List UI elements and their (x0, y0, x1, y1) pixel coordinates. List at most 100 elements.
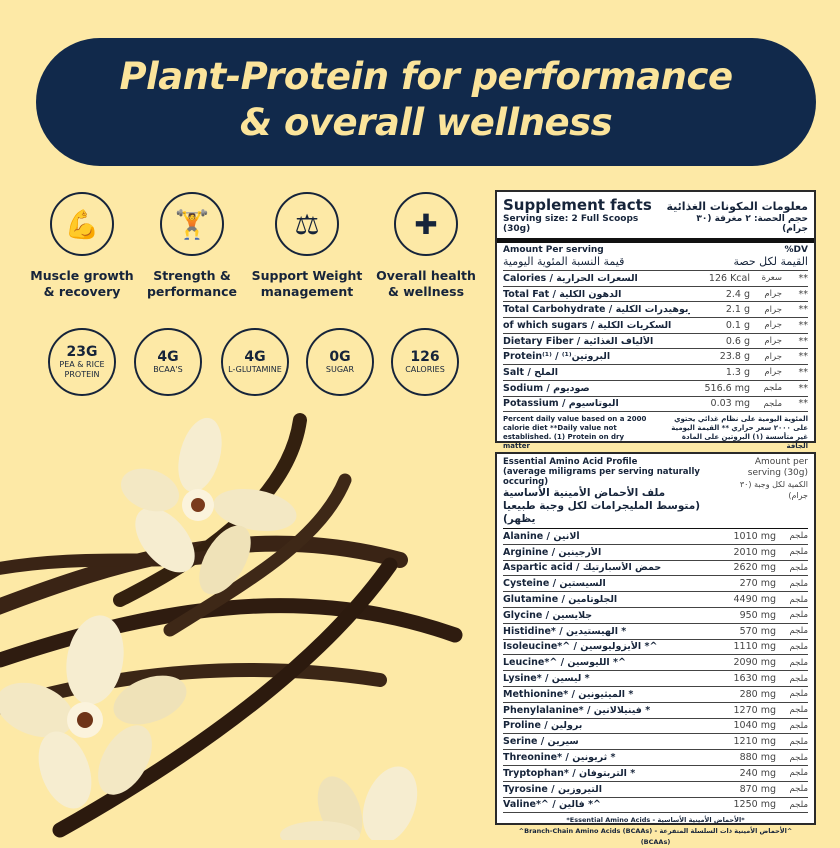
amino-unit-ar: ملجم (789, 641, 808, 652)
vanilla-flower (280, 766, 418, 840)
amino-unit-ar: ملجم (789, 562, 808, 573)
nutrient-unit-ar: جرام (764, 336, 782, 347)
amino-amount: 1040 mg (733, 720, 776, 732)
amino-amount: 570 mg (739, 625, 776, 637)
benefit-label-line: Overall health (376, 268, 476, 283)
supplement-facts-table: Supplement facts معلومات المكونات الغذائي… (495, 190, 816, 450)
nutrient-dv: ** (798, 304, 809, 316)
amino-row: Methionine* / الميثيونين * 280 mg ملجم (503, 687, 808, 703)
amino-name: Histidine* / الهيستيدين * (503, 625, 627, 637)
dumbbell-fist-icon: 🏋 (174, 207, 210, 241)
nutrient-amount: 1.3 g (725, 366, 750, 378)
stat-badge: 23G PEA & RICE PROTEIN (48, 328, 116, 396)
amino-row: Cysteine / السيستين 270 mg ملجم (503, 576, 808, 593)
amino-name: Tyrosine / التيروزين (503, 783, 602, 795)
dv-header-ar: قيمة النسبة المئوية اليومية (503, 255, 625, 268)
nutrient-amount: 2.1 g (725, 304, 750, 316)
nutrient-row: Total Carbohydrate / الكربوهيدرات الكلية… (503, 302, 809, 319)
dumbbell-fist-icon: 🏋 (160, 192, 224, 256)
nutrient-row: of which sugars / السكريات الكلية 0.1 g جر… (503, 318, 808, 334)
amino-name: Aspartic acid / حمض الأسبارتيك (503, 562, 662, 574)
amino-amount: 1630 mg (733, 673, 776, 685)
amino-unit-ar: ملجم (789, 657, 808, 668)
amino-row: Serine / سيرين 1210 mg ملجم (503, 734, 808, 751)
amino-amount: 1010 mg (733, 530, 776, 542)
amino-amount: 4490 mg (733, 594, 776, 606)
amino-amount: 2620 mg (733, 562, 776, 574)
nutrient-unit-ar: سعرة (761, 273, 782, 284)
amino-name: Phenylalanine* / فينيلالانين * (503, 704, 651, 716)
benefit-label-line: management (260, 284, 354, 299)
amount-per-serving: Amount Per serving (503, 245, 604, 255)
amino-amount: 950 mg (739, 609, 776, 621)
amino-amount: 1210 mg (733, 736, 776, 748)
serving-size-ar: حجم الحصة: ٢ مغرفة (٣٠ جرام) (696, 214, 808, 234)
amino-name: Glutamine / الجلوتامين (503, 594, 618, 606)
amino-unit-ar: ملجم (789, 720, 808, 731)
nutrient-row: Calories / السعرات الحرارية 126 Kcal سعرة *… (503, 271, 808, 287)
amino-amount: 270 mg (739, 578, 776, 590)
stat-value: 0G (329, 348, 351, 365)
amount-per-serving-ar: القيمة لكل حصة (733, 255, 808, 268)
amino-amount: 280 mg (739, 688, 776, 700)
nutrient-amount: 23.8 g (719, 351, 750, 363)
nutrient-dv: ** (798, 288, 809, 300)
nutrient-unit-ar: جرام (764, 351, 782, 362)
stat-badge: 4G BCAA'S (134, 328, 202, 396)
nutrient-dv: ** (798, 351, 809, 363)
amino-amount: 1270 mg (733, 704, 776, 716)
headline-line-1: Plant-Protein for performance (119, 55, 733, 98)
footnote-ar: المئوية اليومية على نظام غذائي يحتوي على… (671, 415, 808, 451)
benefit-label: Overall health & wellness (366, 268, 486, 300)
amino-name: Tryptophan* / التربتوفان * (503, 767, 636, 779)
stat-value: 23G (66, 343, 98, 360)
stat-value: 126 (410, 348, 440, 365)
stat-label: L-GLUTAMINE (228, 364, 282, 374)
amino-amount-header-ar: الكمية لكل وجبة (٣٠ جرام) (739, 480, 808, 500)
amino-unit-ar: ملجم (789, 784, 808, 795)
supplement-title-ar: معلومات المكونات الغذائية (666, 200, 808, 213)
stat-badge: 126 CALORIES (391, 328, 459, 396)
nutrient-unit-ar: جرام (764, 367, 782, 378)
nutrient-unit-ar: جرام (764, 289, 782, 300)
amino-acid-table: Essential Amino Acid Profile (average mi… (495, 452, 816, 846)
stat-label: SUGAR (325, 364, 355, 374)
nutrient-unit-ar: جرام (764, 304, 782, 315)
amino-name: Glycine / جلايسين (503, 609, 593, 621)
amino-name: Leucine*^ / الليوسين *^ (503, 657, 626, 669)
nutrient-dv: ** (798, 335, 809, 347)
amino-row: Arginine / الأرجينين 2010 mg ملجم (503, 545, 808, 561)
amino-amount: 1110 mg (733, 641, 776, 653)
nutrient-name: Calories / السعرات الحرارية (503, 272, 638, 284)
amino-amount: 2010 mg (733, 546, 776, 558)
amino-row: Phenylalanine* / فينيلالانين * 1270 mg ملج… (503, 703, 808, 719)
amino-amount: 870 mg (739, 783, 776, 795)
amino-unit-ar: ملجم (789, 531, 808, 542)
amino-unit-ar: ملجم (789, 594, 808, 605)
nutrient-amount: 2.4 g (725, 288, 750, 300)
nutrient-name: Dietary Fiber / الألياف الغذائية (503, 335, 654, 347)
headline-line-2: & overall wellness (239, 101, 613, 144)
amino-name: Threonine* / ثريونين * (503, 752, 616, 764)
nutrient-dv: ** (798, 272, 809, 284)
amino-row: Glutamine / الجلوتامين 4490 mg ملجم (503, 592, 808, 608)
nutrient-name: Potassium / البوتاسيوم (503, 398, 619, 410)
stat-value: 4G (244, 348, 266, 365)
nutrient-amount: 0.6 g (725, 335, 750, 347)
amino-footnote-essential: *Essential Amino Acids - الأحماض الأميني… (566, 816, 745, 825)
vanilla-pod (163, 473, 352, 637)
benefit-item: 💪 Muscle growth & recovery (22, 192, 142, 300)
benefit-item: ✚ Overall health & wellness (366, 192, 486, 300)
nutrient-amount: 516.6 mg (704, 382, 750, 394)
amino-amount-header: Amount per serving (30g) (747, 457, 808, 478)
amino-name: Arginine / الأرجينين (503, 546, 602, 558)
amino-name: Methionine* / الميثيونين * (503, 688, 634, 700)
benefit-label: Strength & performance (132, 268, 252, 300)
nutrient-dv: ** (798, 366, 809, 378)
amino-unit-ar: ملجم (789, 752, 808, 763)
amino-unit-ar: ملجم (789, 547, 808, 558)
nutrient-name: Salt / الملح (503, 366, 559, 378)
nutrient-row: Protein⁽¹⁾ / البروتين⁽¹⁾ 23.8 g جرام ** (503, 349, 809, 366)
flexed-arm-icon: 💪 (64, 207, 100, 241)
stat-badge: 4G L-GLUTAMINE (221, 328, 289, 396)
